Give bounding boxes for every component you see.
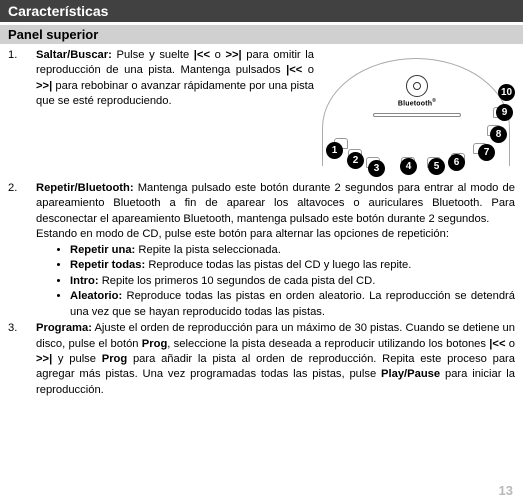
bullet-item: Repetir todas: Reproduce todas las pista… (70, 258, 515, 273)
callout-badge: 8 (490, 126, 507, 143)
feature-list: 1. Bluetooth® (8, 48, 515, 398)
item-number: 3. (8, 321, 36, 398)
cd-slot (373, 113, 461, 117)
text: o (505, 338, 515, 350)
bullet-title: Repetir una: (70, 244, 135, 256)
bullet-item: Intro: Repite los primeros 10 segundos d… (70, 274, 515, 289)
bullet-title: Intro: (70, 275, 99, 287)
item-title: Saltar/Buscar: (36, 49, 112, 61)
callout-badge: 5 (428, 158, 445, 175)
key-label: Prog (102, 353, 127, 365)
item-number: 2. (8, 181, 36, 320)
disc-logo: Bluetooth® (387, 75, 447, 109)
callout-badge: 2 (347, 152, 364, 169)
symbol: >>| (36, 80, 52, 92)
symbol: >>| (36, 353, 52, 365)
list-item: 2. Repetir/Bluetooth: Mantenga pulsado e… (8, 181, 515, 320)
item-number: 1. (8, 48, 36, 180)
list-item: 3. Programa: Ajuste el orden de reproduc… (8, 321, 515, 398)
callout-badge: 10 (498, 84, 515, 101)
text: Estando en modo de CD, pulse este botón … (36, 227, 515, 242)
callout-badge: 3 (368, 160, 385, 177)
symbol: |<< (194, 49, 210, 61)
text: Repite la pista seleccionada. (135, 244, 281, 256)
key-label: Play/Pause (381, 368, 440, 380)
bullet-item: Repetir una: Repite la pista seleccionad… (70, 243, 515, 258)
callout-badge: 4 (400, 158, 417, 175)
text: Pulse y suelte (112, 49, 194, 61)
bullet-item: Aleatorio: Reproduce todas las pistas en… (70, 289, 515, 320)
item-title: Repetir/Bluetooth: (36, 182, 134, 194)
item-title: Programa: (36, 322, 92, 334)
symbol: |<< (286, 64, 302, 76)
bluetooth-label: Bluetooth (398, 100, 432, 107)
text: Reproduce todas las pistas del CD y lueg… (145, 259, 411, 271)
subsection-heading: Panel superior (0, 25, 523, 44)
callout-badge: 1 (326, 142, 343, 159)
text: o (302, 64, 314, 76)
symbol: |<< (489, 338, 505, 350)
bullet-title: Repetir todas: (70, 259, 145, 271)
section-heading: Características (0, 0, 523, 22)
text: y pulse (52, 353, 102, 365)
panel-figure: Bluetooth® (320, 48, 515, 180)
callout-badge: 6 (448, 154, 465, 171)
callout-badge: 7 (478, 144, 495, 161)
text: para rebobinar o avanzar rápidamente por… (36, 80, 314, 107)
callout-badge: 9 (496, 104, 513, 121)
symbol: >>| (225, 49, 241, 61)
text: o (210, 49, 225, 61)
content-area: 1. Bluetooth® (0, 44, 523, 398)
text: Repite los primeros 10 segundos de cada … (99, 275, 376, 287)
text: , seleccione la pista deseada a reproduc… (167, 338, 489, 350)
key-label: Prog (142, 338, 167, 350)
bullet-title: Aleatorio: (70, 290, 122, 302)
bullet-list: Repetir una: Repite la pista seleccionad… (70, 243, 515, 320)
list-item: 1. Bluetooth® (8, 48, 515, 180)
text: Reproduce todas las pistas en orden alea… (70, 290, 515, 317)
page-number: 13 (499, 483, 513, 498)
